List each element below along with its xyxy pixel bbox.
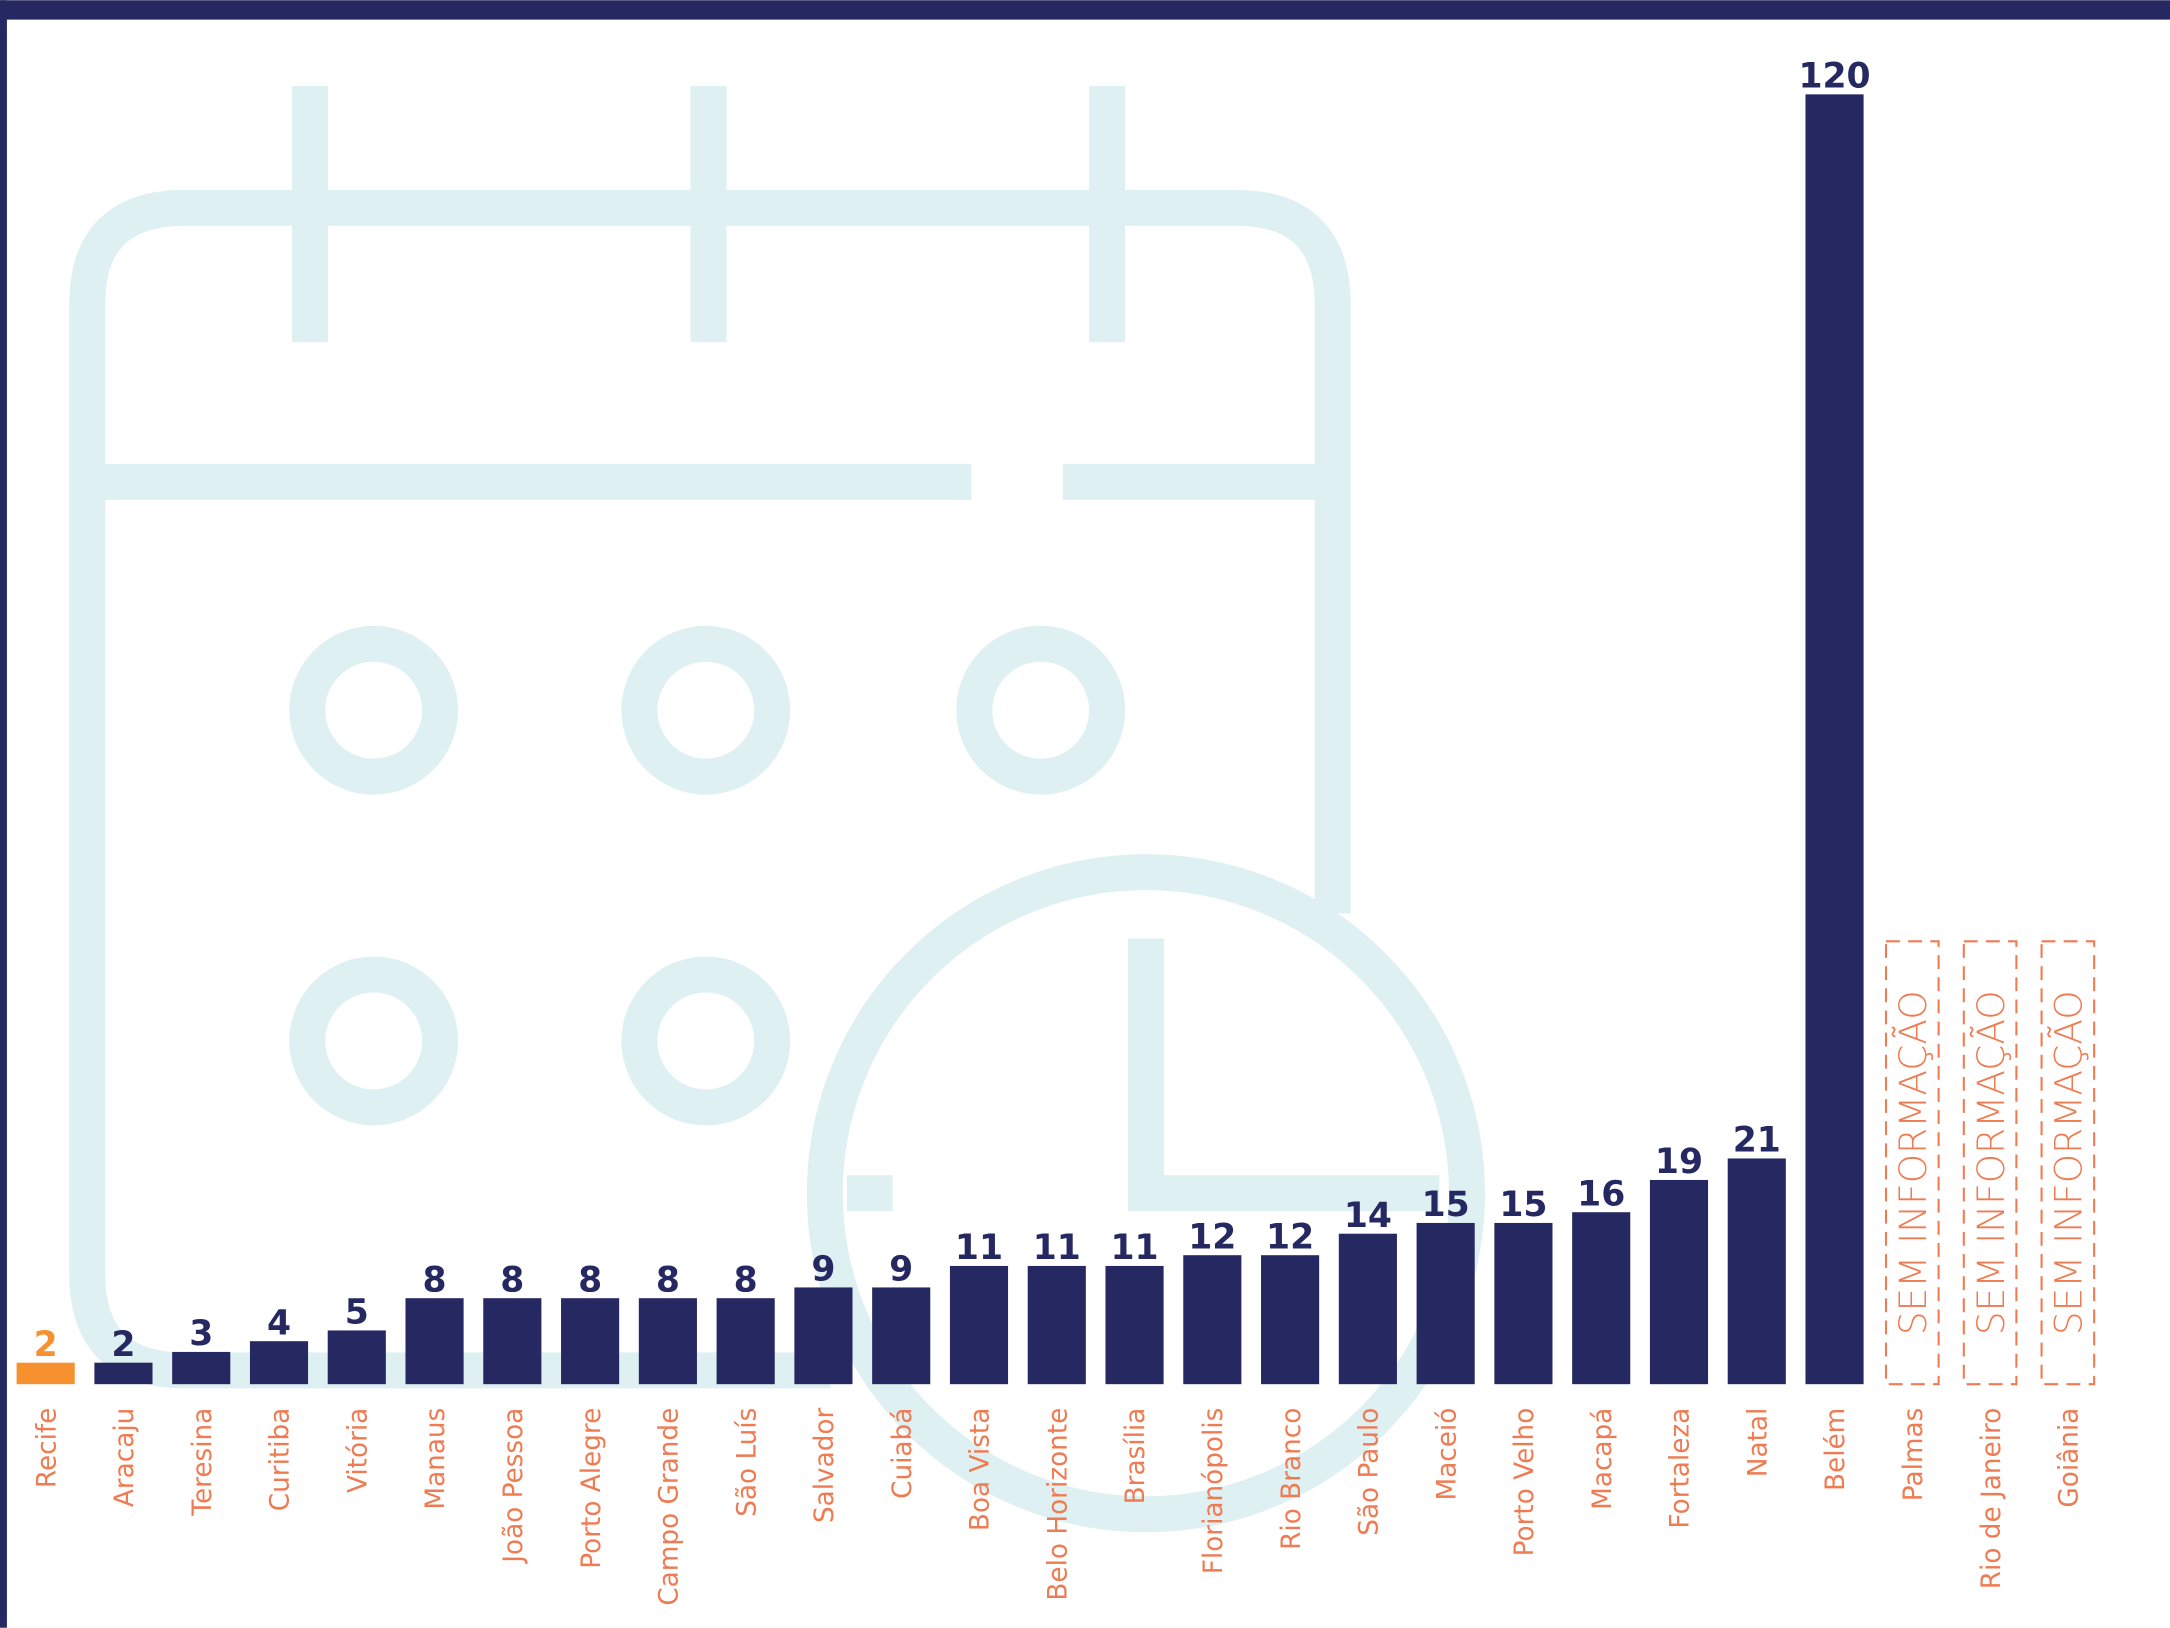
value-label: 16 <box>1577 1174 1625 1214</box>
bar <box>1105 1265 1164 1385</box>
x-tick-label: Palmas <box>1899 1408 1929 1501</box>
bar <box>1649 1179 1709 1385</box>
missing-box <box>1884 940 1940 1386</box>
bar <box>1494 1222 1553 1385</box>
x-tick-label: Brasília <box>1121 1408 1151 1505</box>
bar <box>872 1287 931 1385</box>
bar <box>1572 1212 1631 1385</box>
value-label: 14 <box>1344 1196 1392 1236</box>
missing-label: SEM INFORMAÇÃO <box>1891 990 1935 1335</box>
x-tick-label: Belém <box>1821 1408 1851 1491</box>
x-tick-label: Florianópolis <box>1199 1408 1229 1575</box>
value-label: 21 <box>1733 1121 1781 1161</box>
value-label: 8 <box>734 1260 758 1300</box>
missing-box <box>1962 940 2018 1386</box>
x-tick-label: Teresina <box>188 1408 218 1517</box>
value-label: 8 <box>656 1260 680 1300</box>
bar <box>638 1298 697 1385</box>
x-tick-label: Vitória <box>343 1408 373 1493</box>
left-band <box>0 0 7 1628</box>
x-tick-label: Boa Vista <box>966 1408 996 1531</box>
bar <box>1805 94 1864 1385</box>
x-tick-label: Aracaju <box>110 1408 140 1507</box>
missing-label: SEM INFORMAÇÃO <box>1969 990 2013 1335</box>
value-label: 11 <box>1033 1228 1081 1268</box>
x-tick-label: Goiânia <box>2055 1408 2085 1508</box>
value-label: 9 <box>811 1250 835 1290</box>
x-tick-label: Porto Alegre <box>577 1408 607 1569</box>
bar <box>249 1341 309 1385</box>
value-label: 8 <box>423 1260 447 1300</box>
bar <box>794 1287 853 1385</box>
bar <box>327 1330 386 1385</box>
value-label: 3 <box>189 1314 213 1354</box>
x-tick-label: Porto Velho <box>1510 1408 1540 1557</box>
x-tick-label: Maceió <box>1432 1408 1462 1501</box>
bar <box>16 1362 75 1385</box>
bar <box>172 1351 231 1385</box>
x-tick-label: Curitiba <box>266 1408 296 1512</box>
x-tick-label: Natal <box>1743 1408 1773 1477</box>
value-label: 8 <box>500 1260 524 1300</box>
value-label: 8 <box>578 1260 602 1300</box>
x-tick-label: São Paulo <box>1355 1408 1385 1536</box>
bar <box>1416 1222 1475 1385</box>
x-tick-label: Manaus <box>421 1408 451 1510</box>
value-label: 15 <box>1422 1185 1470 1225</box>
value-label: 120 <box>1798 56 1870 96</box>
value-label: 11 <box>955 1228 1003 1268</box>
x-tick-label: Recife <box>32 1408 62 1488</box>
bar <box>405 1298 464 1385</box>
x-tick-label: Rio de Janeiro <box>1977 1408 2007 1590</box>
bar <box>1338 1233 1397 1385</box>
value-label: 2 <box>34 1325 58 1365</box>
value-label: 5 <box>345 1293 369 1333</box>
x-tick-label: Campo Grande <box>655 1408 685 1606</box>
missing-label: SEM INFORMAÇÃO <box>2047 990 2091 1335</box>
value-label: 4 <box>267 1303 291 1343</box>
x-tick-label: Salvador <box>810 1408 840 1524</box>
x-tick-label: Fortaleza <box>1666 1408 1696 1529</box>
value-label: 2 <box>111 1325 135 1365</box>
bar <box>1261 1255 1320 1385</box>
x-tick-label: Macapá <box>1588 1408 1618 1510</box>
x-tick-label: Belo Horizonte <box>1043 1408 1073 1601</box>
calendar-icon <box>69 86 1485 1533</box>
x-tick-label: Rio Branco <box>1277 1408 1307 1550</box>
x-tick-label: João Pessoa <box>499 1408 529 1565</box>
missing-box <box>2040 940 2096 1386</box>
value-label: 15 <box>1499 1185 1547 1225</box>
value-label: 12 <box>1266 1217 1314 1257</box>
value-label: 19 <box>1655 1142 1703 1182</box>
value-label: 9 <box>889 1250 913 1290</box>
bar <box>949 1265 1009 1385</box>
top-band <box>0 0 2170 20</box>
bar <box>483 1298 542 1385</box>
bar <box>1183 1255 1242 1385</box>
bar <box>1727 1158 1786 1385</box>
bar <box>94 1362 153 1385</box>
value-label: 12 <box>1188 1217 1236 1257</box>
bar <box>561 1298 620 1385</box>
bar <box>1027 1265 1086 1385</box>
bar <box>716 1298 775 1385</box>
value-label: 11 <box>1110 1228 1158 1268</box>
x-tick-label: Cuiabá <box>888 1408 918 1499</box>
x-tick-label: São Luís <box>732 1408 762 1517</box>
